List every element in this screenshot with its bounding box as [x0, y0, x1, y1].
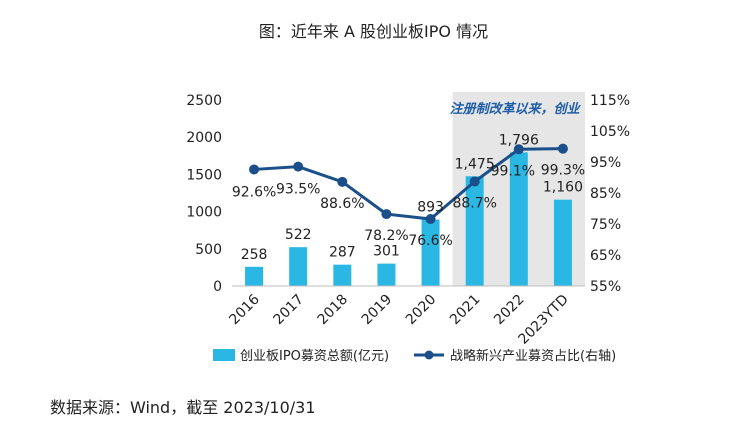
y-right-tick: 55%	[590, 279, 621, 295]
pct-label-2020: 76.6%	[408, 233, 452, 249]
pct-label-2016: 92.6%	[232, 184, 276, 200]
y-left-tick: 2000	[186, 130, 222, 146]
share-point-2018	[337, 176, 348, 187]
y-right-tick: 95%	[590, 155, 621, 171]
legend-bar-swatch	[213, 349, 235, 361]
y-right-tick: 65%	[590, 248, 621, 264]
x-tick-2017: 2017	[271, 292, 308, 329]
pct-label-2017: 93.5%	[276, 182, 320, 198]
source-note: 数据来源：Wind，截至 2023/10/31	[50, 398, 316, 417]
pct-label-2022: 99.1%	[491, 163, 535, 179]
annotation-text: 注册制改革以来，创业	[450, 101, 582, 117]
pct-label-2021: 88.7%	[452, 196, 496, 212]
bar-label-2018: 287	[329, 245, 356, 261]
bar-label-2019: 301	[373, 244, 400, 260]
y-left-tick: 0	[213, 279, 222, 295]
bar-label-2016: 258	[241, 247, 268, 263]
bar-2022	[509, 152, 528, 286]
bar-label-2020: 893	[417, 200, 444, 216]
legend-line-label: 战略新兴产业募资占比(右轴)	[450, 348, 616, 364]
x-tick-2021: 2021	[447, 292, 484, 329]
y-right-tick: 85%	[590, 186, 621, 202]
pct-label-2018: 88.6%	[320, 196, 364, 212]
x-tick-2020: 2020	[403, 292, 440, 329]
share-point-2017	[293, 161, 304, 172]
bar-2018	[333, 264, 352, 286]
bar-label-2023YTD: 1,160	[543, 180, 583, 196]
chart-title: 图：近年来 A 股创业板IPO 情况	[258, 22, 489, 41]
share-point-2019	[381, 209, 392, 220]
y-right-tick: 105%	[590, 124, 630, 140]
share-point-2016	[249, 164, 260, 175]
bar-2021	[465, 176, 484, 286]
bar-2023YTD	[553, 199, 572, 286]
share-line	[253, 147, 563, 221]
legend-bar-label: 创业板IPO募资总额(亿元)	[240, 349, 389, 364]
y-right-tick: 75%	[590, 217, 621, 233]
share-point-2023YTD	[557, 143, 568, 154]
y-left-tick: 1000	[186, 205, 222, 221]
pct-label-2023YTD: 99.3%	[541, 163, 585, 179]
legend-line-marker	[424, 350, 434, 360]
y-left-tick: 1500	[186, 167, 222, 183]
bar-2017	[289, 247, 308, 286]
x-tick-2022: 2022	[491, 292, 528, 329]
bar-2020	[421, 219, 440, 286]
y-left-tick: 500	[195, 242, 222, 258]
x-tick-2019: 2019	[359, 292, 396, 329]
share-point-2020	[425, 214, 436, 225]
y-left-tick: 2500	[186, 93, 222, 109]
x-tick-2018: 2018	[315, 292, 352, 329]
pct-label-2019: 78.2%	[364, 228, 408, 244]
x-tick-2016: 2016	[226, 291, 263, 328]
bar-label-2017: 522	[285, 227, 312, 243]
bar-label-2022: 1,796	[499, 132, 539, 148]
bar-2019	[377, 263, 396, 286]
bar-label-2021: 1,475	[455, 156, 495, 172]
share-point-2021	[469, 176, 480, 187]
bar-2016	[245, 266, 264, 286]
share-point-2022	[513, 144, 524, 155]
y-right-tick: 115%	[590, 93, 630, 109]
